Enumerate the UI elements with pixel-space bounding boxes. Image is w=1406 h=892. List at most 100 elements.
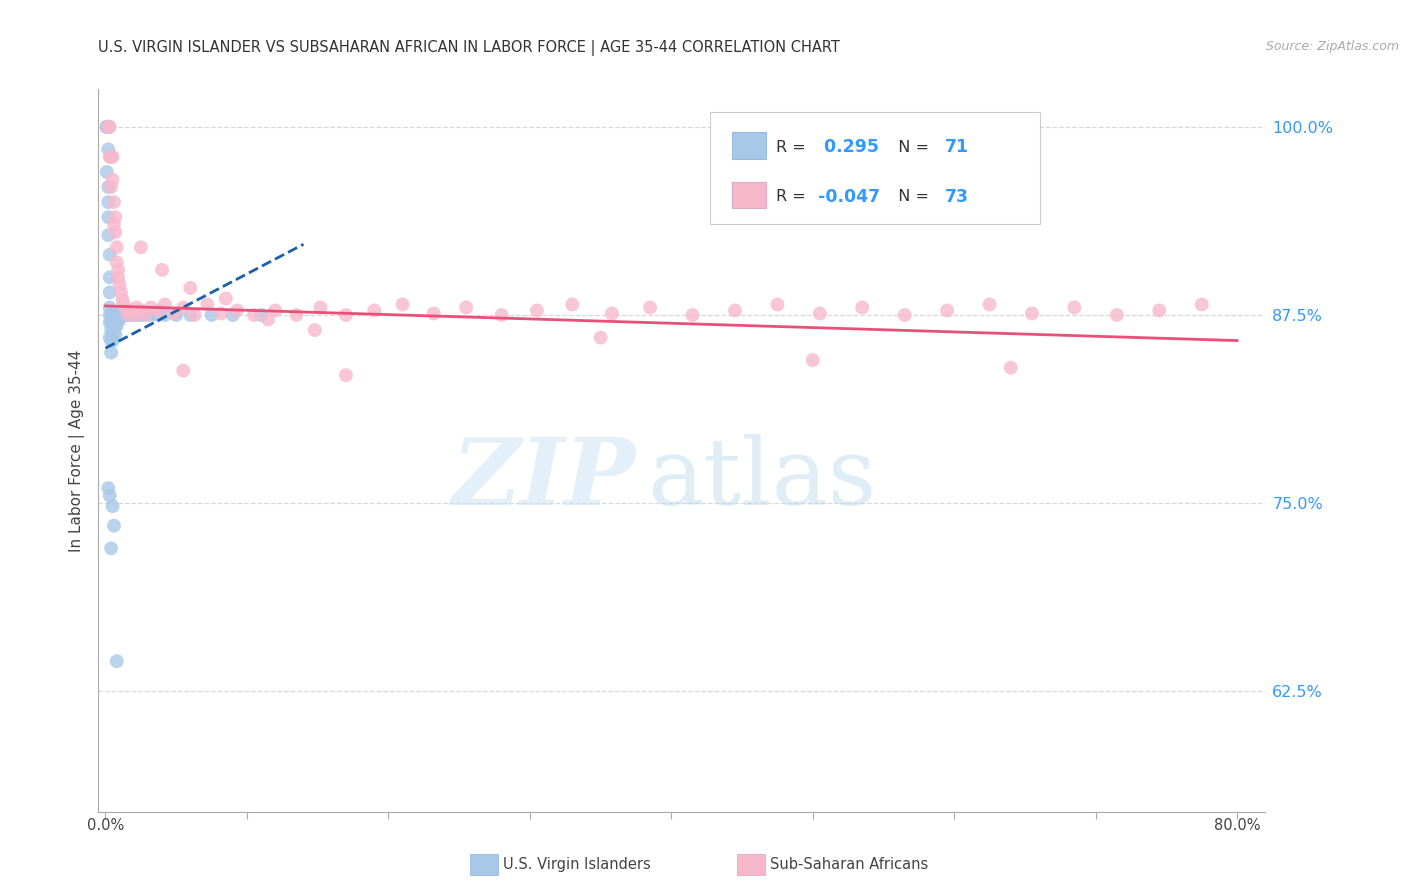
Point: [105, 318, 128, 333]
Point: [211, 306, 233, 320]
Point: [120, 303, 142, 318]
Point: [526, 303, 548, 318]
Point: [103, 218, 125, 232]
Point: [97, 481, 120, 495]
Point: [215, 292, 238, 306]
Text: 0.0%: 0.0%: [87, 818, 124, 833]
Point: [129, 303, 152, 318]
Point: [129, 240, 152, 254]
Point: [108, 308, 131, 322]
Point: [101, 499, 124, 513]
Point: [104, 312, 127, 326]
Point: [98, 248, 121, 262]
Point: [979, 297, 1001, 311]
Text: N =: N =: [889, 140, 935, 155]
Point: [97, 142, 120, 156]
Text: 73: 73: [945, 187, 969, 206]
Point: [257, 312, 280, 326]
Point: [112, 297, 135, 311]
Point: [101, 318, 124, 333]
Text: Source: ZipAtlas.com: Source: ZipAtlas.com: [1265, 40, 1399, 54]
Point: [98, 301, 121, 315]
Point: [724, 303, 747, 318]
Point: [1021, 306, 1043, 320]
Point: [105, 240, 128, 254]
Point: [304, 323, 326, 337]
Point: [105, 308, 128, 322]
Point: [105, 255, 128, 269]
Point: [100, 180, 122, 194]
Point: [105, 312, 128, 326]
Point: [98, 330, 121, 344]
Point: [309, 301, 332, 315]
Text: R =: R =: [776, 189, 811, 204]
Point: [117, 308, 139, 322]
Text: atlas: atlas: [647, 434, 876, 524]
Point: [285, 308, 308, 322]
Point: [165, 308, 187, 322]
Point: [103, 323, 125, 337]
Point: [107, 308, 129, 322]
Point: [97, 120, 120, 134]
Point: [125, 301, 148, 315]
Point: [103, 310, 125, 325]
Point: [682, 308, 704, 322]
Point: [150, 262, 173, 277]
Point: [100, 334, 122, 348]
Text: 0.295: 0.295: [818, 138, 879, 156]
Point: [600, 306, 623, 320]
Point: [97, 195, 120, 210]
Point: [101, 334, 124, 348]
Point: [179, 281, 201, 295]
Point: [98, 316, 121, 330]
Point: [97, 180, 120, 194]
Point: [104, 318, 127, 333]
Point: [250, 308, 273, 322]
Point: [98, 489, 121, 503]
Point: [101, 308, 124, 322]
Point: [108, 277, 131, 292]
Point: [1000, 360, 1022, 375]
Point: [100, 308, 122, 322]
Point: [134, 308, 156, 322]
Point: [456, 301, 478, 315]
Point: [1191, 297, 1213, 311]
Y-axis label: In Labor Force | Age 35-44: In Labor Force | Age 35-44: [69, 350, 86, 551]
Point: [153, 297, 176, 311]
Point: [107, 312, 129, 326]
Point: [172, 364, 194, 378]
Point: [100, 316, 122, 330]
Text: -0.047: -0.047: [818, 187, 880, 206]
Point: [129, 308, 152, 322]
Point: [96, 120, 118, 134]
Point: [114, 308, 136, 322]
Point: [264, 303, 287, 318]
Point: [97, 210, 120, 224]
Point: [183, 308, 205, 322]
Point: [222, 308, 245, 322]
Point: [120, 308, 142, 322]
Point: [107, 262, 129, 277]
Point: [808, 306, 831, 320]
Point: [115, 303, 138, 318]
Point: [146, 308, 169, 322]
Point: [195, 297, 218, 311]
Point: [110, 308, 132, 322]
Point: [801, 353, 824, 368]
Point: [110, 285, 132, 300]
Point: [200, 308, 222, 322]
Point: [335, 308, 357, 322]
Point: [100, 150, 122, 164]
Point: [101, 312, 124, 326]
Point: [103, 316, 125, 330]
Point: [100, 323, 122, 337]
Point: [98, 270, 121, 285]
Text: Sub-Saharan Africans: Sub-Saharan Africans: [770, 857, 929, 871]
Point: [101, 172, 124, 186]
Text: U.S. Virgin Islanders: U.S. Virgin Islanders: [503, 857, 651, 871]
Text: ZIP: ZIP: [451, 434, 636, 524]
Point: [103, 195, 125, 210]
Point: [100, 345, 122, 359]
Point: [422, 306, 444, 320]
Point: [111, 308, 134, 322]
